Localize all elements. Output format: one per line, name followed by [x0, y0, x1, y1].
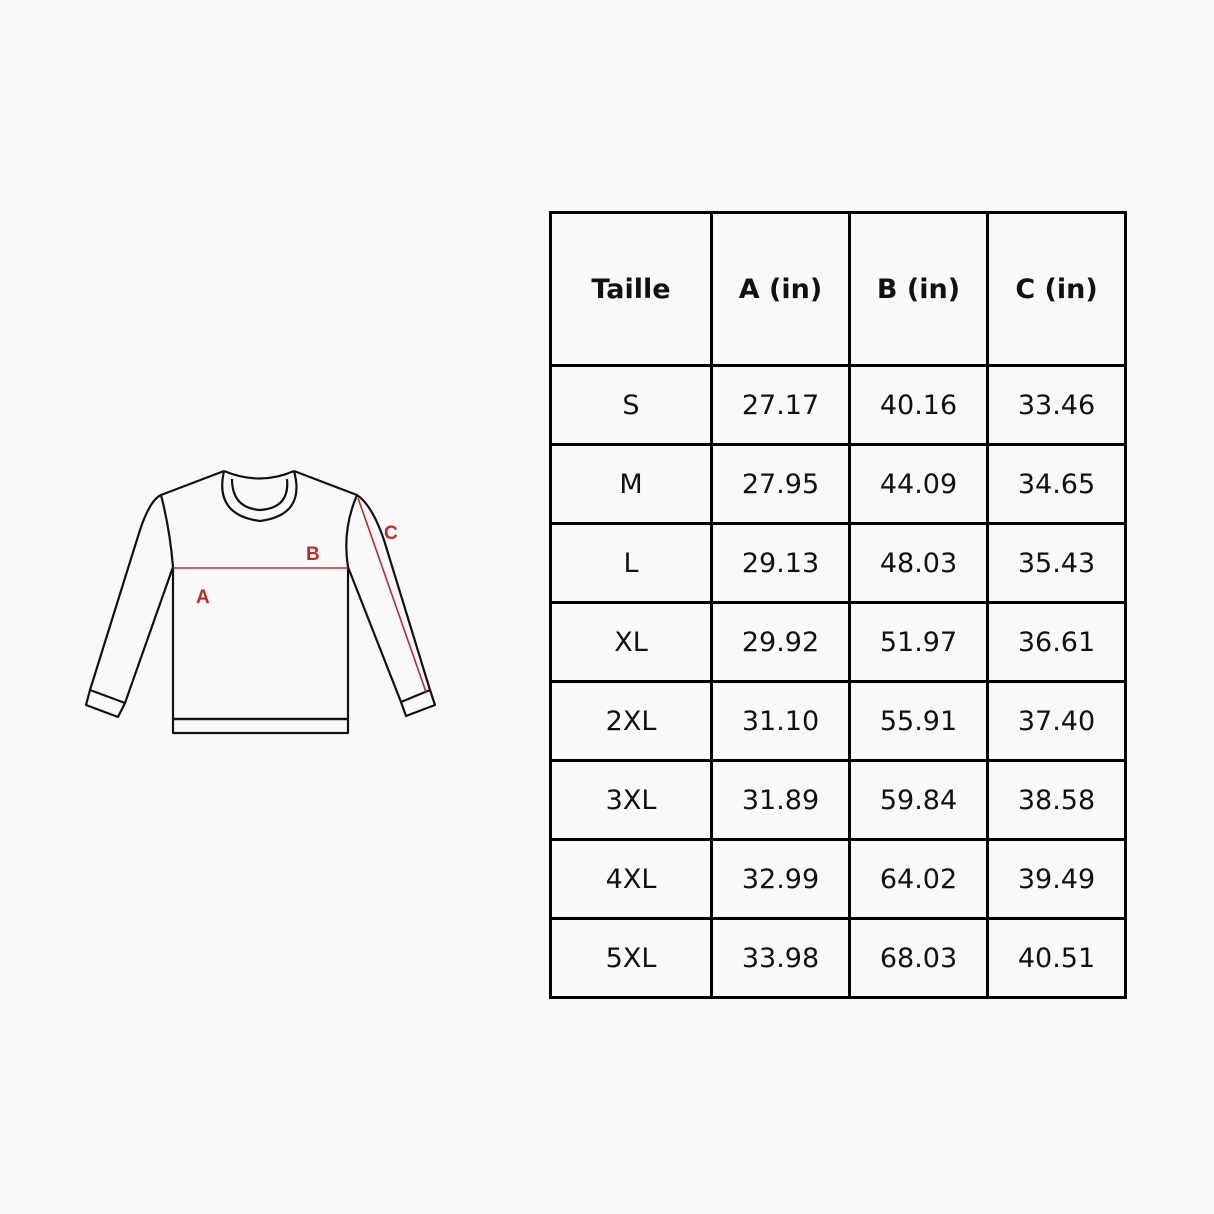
label-a: A [196, 587, 210, 608]
table-row: S 27.17 40.16 33.46 [549, 364, 1127, 446]
measurement-cell: 59.84 [848, 759, 989, 841]
sleeve-measure-line [357, 497, 427, 693]
size-table: Taille A (in) B (in) C (in) S 27.17 40.16 3… [549, 211, 1127, 999]
measurement-cell: 35.43 [986, 522, 1127, 604]
label-b: B [306, 544, 320, 565]
measurement-cell: 40.51 [986, 917, 1127, 999]
measurement-cell: 33.46 [986, 364, 1127, 446]
size-cell: 4XL [549, 838, 713, 920]
header-b: B (in) [848, 211, 989, 367]
measurement-cell: 64.02 [848, 838, 989, 920]
measurement-cell: 40.16 [848, 364, 989, 446]
table-row: 5XL 33.98 68.03 40.51 [549, 917, 1127, 999]
measurement-cell: 34.65 [986, 443, 1127, 525]
table-row: 2XL 31.10 55.91 37.40 [549, 680, 1127, 762]
measurement-cell: 38.58 [986, 759, 1127, 841]
size-cell: 3XL [549, 759, 713, 841]
size-cell: S [549, 364, 713, 446]
measurement-cell: 39.49 [986, 838, 1127, 920]
size-cell: L [549, 522, 713, 604]
measurement-cell: 68.03 [848, 917, 989, 999]
measurement-cell: 29.92 [710, 601, 851, 683]
measurement-cell: 31.10 [710, 680, 851, 762]
measurement-cell: 44.09 [848, 443, 989, 525]
size-cell: XL [549, 601, 713, 683]
table-row: 4XL 32.99 64.02 39.49 [549, 838, 1127, 920]
measurement-cell: 33.98 [710, 917, 851, 999]
measurement-cell: 27.95 [710, 443, 851, 525]
measurement-cell: 51.97 [848, 601, 989, 683]
table-header-row: Taille A (in) B (in) C (in) [549, 211, 1127, 367]
size-cell: 2XL [549, 680, 713, 762]
measurement-lines [173, 497, 427, 693]
measurement-cell: 31.89 [710, 759, 851, 841]
measurement-cell: 36.61 [986, 601, 1127, 683]
header-size: Taille [549, 211, 713, 367]
measurement-cell: 37.40 [986, 680, 1127, 762]
measurement-cell: 48.03 [848, 522, 989, 604]
size-cell: M [549, 443, 713, 525]
measurement-cell: 27.17 [710, 364, 851, 446]
measurement-cell: 29.13 [710, 522, 851, 604]
table-row: M 27.95 44.09 34.65 [549, 443, 1127, 525]
measurement-cell: 32.99 [710, 838, 851, 920]
measurement-cell: 55.91 [848, 680, 989, 762]
header-c: C (in) [986, 211, 1127, 367]
table-row: 3XL 31.89 59.84 38.58 [549, 759, 1127, 841]
table-row: L 29.13 48.03 35.43 [549, 522, 1127, 604]
table-row: XL 29.92 51.97 36.61 [549, 601, 1127, 683]
size-cell: 5XL [549, 917, 713, 999]
sweater-outline [84, 469, 437, 735]
label-c: C [384, 523, 398, 544]
header-a: A (in) [710, 211, 851, 367]
